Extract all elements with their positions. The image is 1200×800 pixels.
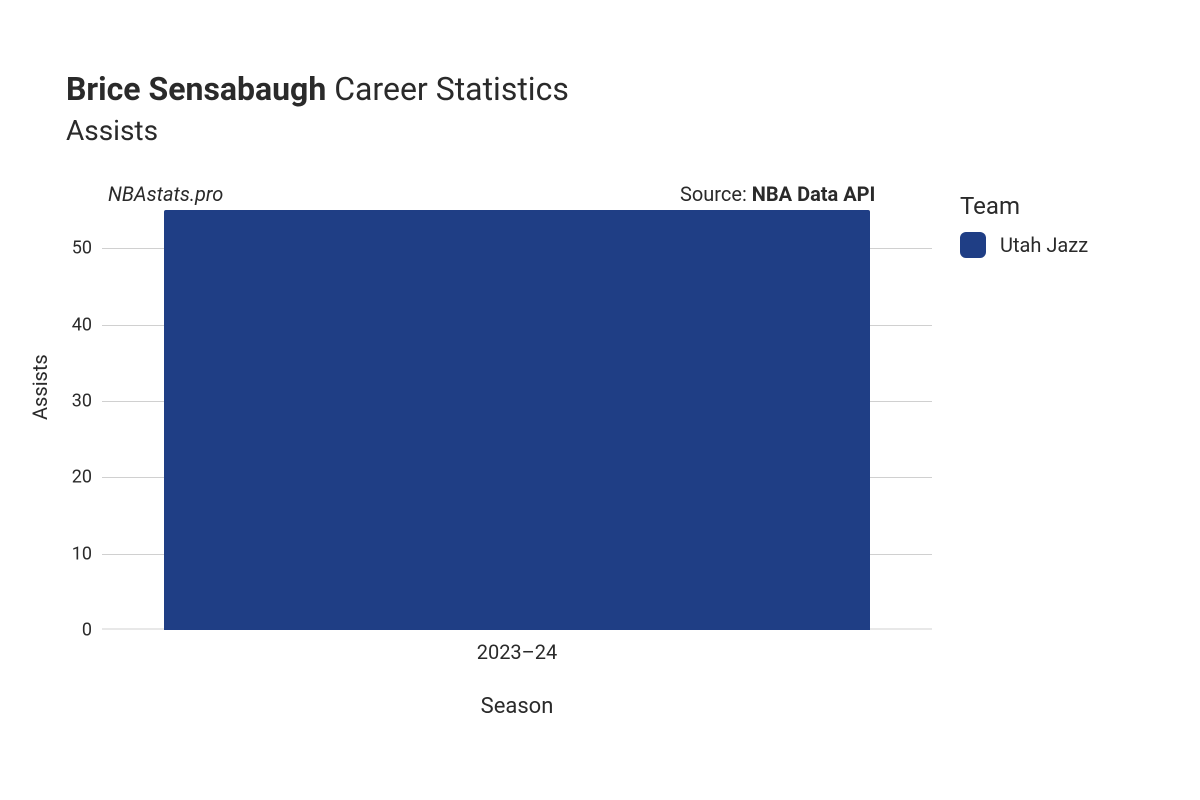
- chart-title: Brice Sensabaugh Career Statistics: [66, 70, 569, 108]
- plot-area: 010203040502023–24: [102, 210, 932, 630]
- legend: Team Utah Jazz: [960, 192, 1088, 258]
- legend-label: Utah Jazz: [1000, 233, 1088, 257]
- x-axis-title: Season: [102, 694, 932, 719]
- source-name: NBA Data API: [752, 182, 876, 206]
- chart-subtitle: Assists: [66, 114, 569, 147]
- player-name: Brice Sensabaugh: [66, 70, 326, 108]
- source-prefix: Source:: [680, 182, 752, 206]
- y-tick-label: 0: [52, 620, 92, 641]
- y-tick-label: 20: [52, 467, 92, 488]
- legend-item: Utah Jazz: [960, 232, 1088, 258]
- watermark: NBAstats.pro: [108, 182, 223, 206]
- legend-swatch: [960, 232, 986, 258]
- legend-title: Team: [960, 192, 1088, 220]
- title-suffix: Career Statistics: [326, 70, 569, 108]
- source-attribution: Source: NBA Data API: [680, 182, 875, 206]
- bar: [164, 210, 870, 630]
- y-axis-title: Assists: [28, 354, 52, 420]
- x-tick-label: 2023–24: [477, 640, 558, 664]
- y-tick-label: 10: [52, 543, 92, 564]
- chart-container: Brice Sensabaugh Career Statistics Assis…: [0, 0, 1200, 800]
- y-tick-label: 30: [52, 390, 92, 411]
- y-tick-label: 40: [52, 314, 92, 335]
- y-tick-label: 50: [52, 238, 92, 259]
- title-block: Brice Sensabaugh Career Statistics Assis…: [66, 70, 569, 147]
